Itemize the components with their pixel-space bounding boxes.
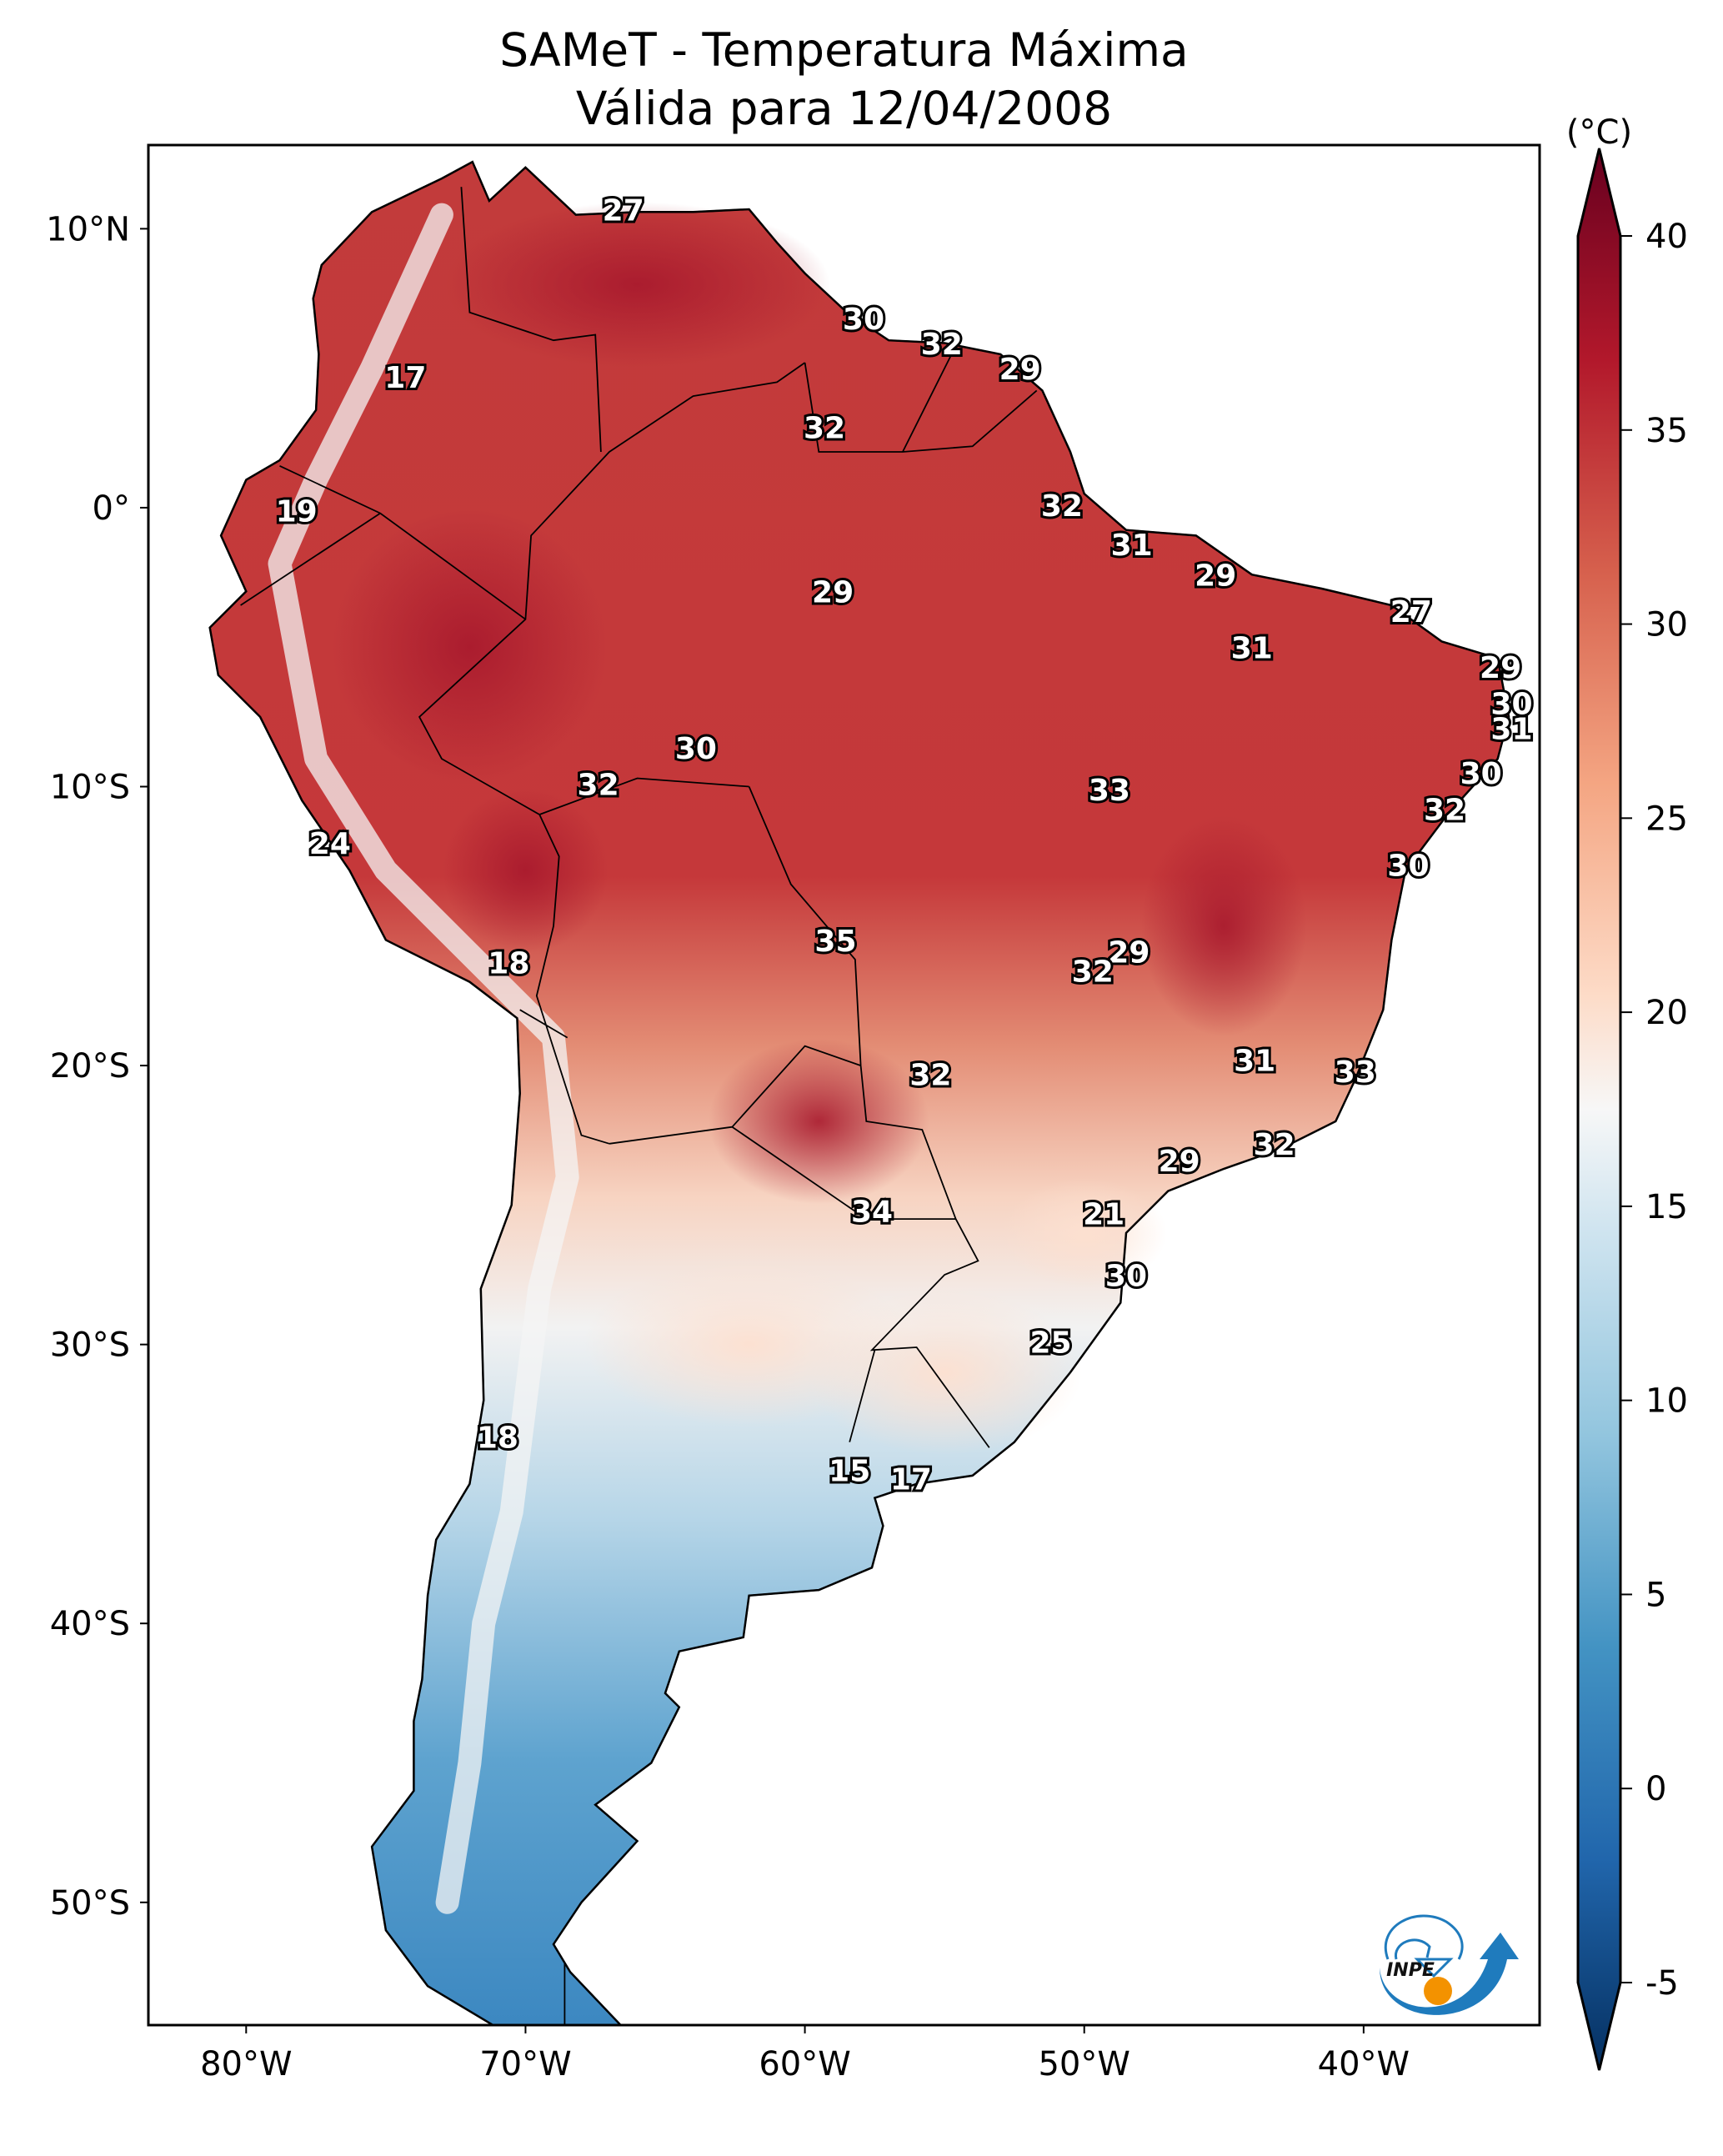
- station-value-label: 29: [812, 576, 854, 610]
- colorbar-label: (°C): [1566, 113, 1632, 152]
- station-value-label: 31: [1490, 713, 1532, 747]
- colorbar-body: [1576, 148, 1622, 2071]
- colorbar-tick-label: 0: [1645, 1770, 1666, 1808]
- station-value-label: 25: [1029, 1326, 1071, 1361]
- x-tick-label: 40°W: [1318, 2045, 1410, 2083]
- colorbar: (°C) 40 35 30 25 20 15 10 5 0 -5: [1566, 113, 1688, 2071]
- station-value-label: 32: [1072, 955, 1114, 990]
- y-tick-label: 30°S: [50, 1326, 130, 1365]
- station-value-label: 32: [1041, 489, 1083, 524]
- station-value-label: 27: [1390, 595, 1432, 629]
- station-value-label: 27: [603, 193, 644, 228]
- station-value-label: 30: [843, 303, 884, 337]
- station-value-label: 17: [890, 1463, 932, 1497]
- warm-region: [444, 202, 830, 368]
- warm-region: [1141, 815, 1307, 1036]
- y-tick-label: 50°S: [50, 1884, 130, 1923]
- station-value-label: 32: [909, 1058, 951, 1092]
- station-value-label: 18: [488, 947, 529, 981]
- logo-swoosh-icon: [1380, 1933, 1519, 2015]
- warm-region: [332, 509, 608, 785]
- station-value-label: 24: [309, 827, 351, 861]
- station-value-label: 32: [804, 411, 845, 445]
- station-value-label: 30: [1105, 1259, 1147, 1293]
- warm-region: [443, 787, 609, 953]
- station-value-label: 29: [1159, 1145, 1200, 1179]
- colorbar-tick-label: 20: [1645, 994, 1688, 1032]
- logo-sun-icon: [1424, 1977, 1452, 2005]
- x-tick-label: 50°W: [1038, 2045, 1129, 2083]
- warm-region: [709, 1038, 929, 1204]
- station-value-label: 32: [578, 769, 619, 803]
- station-value-label: 15: [829, 1455, 870, 1489]
- y-axis-ticks: 10°N 0° 10°S 20°S 30°S 40°S 50°S: [46, 210, 148, 1923]
- station-value-label: 18: [477, 1421, 518, 1455]
- country-borders: [240, 187, 1038, 2025]
- station-value-label: 34: [851, 1195, 893, 1229]
- station-value-label: 30: [1460, 757, 1502, 791]
- x-tick-label: 60°W: [759, 2045, 850, 2083]
- mild-region: [1001, 1177, 1167, 1288]
- y-tick-label: 40°S: [50, 1605, 130, 1643]
- coastline: [208, 160, 1510, 2025]
- station-value-label: 21: [1083, 1198, 1124, 1232]
- colorbar-tick-label: 40: [1645, 218, 1688, 256]
- logo-text: INPE: [1386, 1960, 1435, 1981]
- station-value-label: 30: [1387, 850, 1429, 884]
- station-value-label: 32: [921, 328, 963, 362]
- colorbar-tick-label: 30: [1645, 606, 1688, 644]
- station-value-label: 29: [999, 353, 1041, 387]
- colorbar-tick-label: 10: [1645, 1382, 1688, 1421]
- y-tick-label: 10°S: [50, 769, 130, 807]
- logo-arc-icon: [1385, 1914, 1464, 1960]
- y-tick-label: 20°S: [50, 1047, 130, 1086]
- station-value-label: 31: [1234, 1045, 1275, 1079]
- station-value-label: 29: [1195, 559, 1236, 594]
- station-value-label: 32: [1424, 794, 1465, 828]
- station-value-label: 31: [1111, 529, 1153, 563]
- station-value-label: 30: [675, 732, 717, 766]
- station-value-label: 29: [1480, 651, 1521, 685]
- station-value-label: 30: [1490, 687, 1532, 721]
- y-tick-label: 0°: [93, 489, 130, 528]
- andes-cool-band: [268, 203, 579, 1914]
- x-tick-label: 70°W: [479, 2045, 571, 2083]
- mild-region: [584, 1261, 914, 1427]
- station-value-label: 29: [1108, 935, 1150, 970]
- station-value-label: 17: [384, 361, 426, 395]
- station-value-label: 35: [814, 925, 856, 959]
- station-value-label: 19: [276, 495, 318, 529]
- colorbar-tick-label: 35: [1645, 412, 1688, 450]
- station-value-label: 31: [1231, 632, 1273, 666]
- chart-title: SAMeT - Temperatura Máxima: [499, 23, 1189, 77]
- logo-arrow-down-icon: [1414, 1958, 1454, 1978]
- chart-subtitle: Válida para 12/04/2008: [575, 82, 1113, 135]
- colorbar-tick-label: -5: [1645, 1964, 1679, 2003]
- y-tick-label: 10°N: [46, 210, 130, 248]
- colorbar-tick-label: 5: [1645, 1576, 1666, 1614]
- station-value-label: 33: [1089, 774, 1130, 808]
- x-tick-label: 80°W: [200, 2045, 292, 2083]
- station-value-label: 33: [1335, 1055, 1376, 1090]
- station-value-label: 32: [1254, 1128, 1295, 1162]
- colorbar-tick-label: 15: [1645, 1188, 1688, 1226]
- map-frame: [147, 143, 1541, 2027]
- x-axis-ticks: 80°W 70°W 60°W 50°W 40°W: [200, 2025, 1410, 2083]
- inpe-logo: INPE: [1380, 1914, 1519, 2015]
- colorbar-tick-label: 25: [1645, 800, 1688, 838]
